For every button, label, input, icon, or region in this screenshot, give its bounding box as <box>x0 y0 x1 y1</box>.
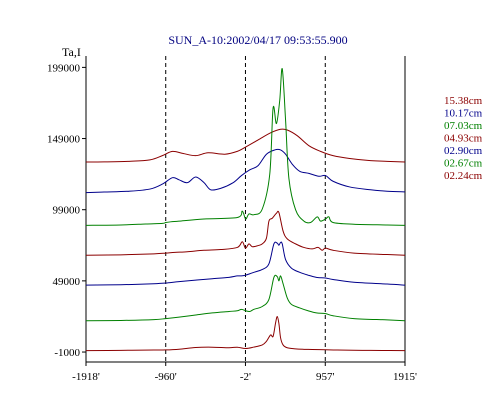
series-line-02-90cm <box>85 241 406 286</box>
y-axis: 199000 149000 99000 49000 -1000 <box>47 62 86 359</box>
x-tick-label: -1918' <box>72 371 100 383</box>
legend-entry: 10.17cm <box>444 108 483 120</box>
y-tick-label: 199000 <box>47 62 81 74</box>
y-tick-label: -1000 <box>54 347 80 359</box>
legend: 15.38cm10.17cm07.03cm04.93cm02.90cm02.67… <box>444 95 483 182</box>
series-line-10-17cm <box>85 148 406 194</box>
series-lines <box>85 68 406 352</box>
series-line-15-38cm <box>85 128 406 163</box>
legend-entry: 02.90cm <box>444 145 483 157</box>
series-line-02-67cm <box>85 274 406 322</box>
x-tick-label: 1915' <box>393 371 417 383</box>
legend-entry: 15.38cm <box>444 95 483 107</box>
x-tick-label: -2' <box>240 371 251 383</box>
y-tick-label: 149000 <box>47 134 81 146</box>
chart-title: SUN_A-10:2002/04/17 09:53:55.900 <box>168 33 347 47</box>
y-axis-label: Ta,I <box>62 45 81 59</box>
x-tick-label: -960' <box>155 371 177 383</box>
legend-entry: 02.24cm <box>444 170 483 182</box>
series-line-07-03cm <box>85 68 406 226</box>
legend-entry: 04.93cm <box>444 133 483 145</box>
legend-entry: 02.67cm <box>444 158 483 170</box>
y-tick-label: 99000 <box>53 205 81 217</box>
y-tick-label: 49000 <box>53 276 81 288</box>
x-tick-label: 957' <box>316 371 335 383</box>
series-line-02-24cm <box>85 315 406 352</box>
x-axis: -1918' -960' -2' 957' 1915' <box>72 362 417 383</box>
series-line-04-93cm <box>85 210 406 256</box>
legend-entry: 07.03cm <box>444 120 483 132</box>
